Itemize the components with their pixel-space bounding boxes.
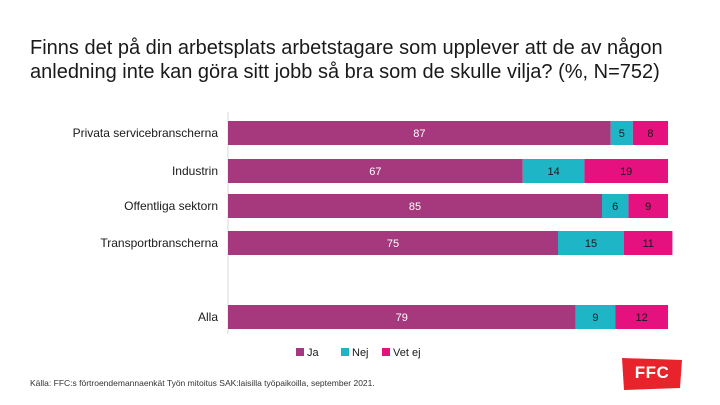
category-label-industrin: Industrin [172, 164, 218, 178]
source-note: Källa: FFC:s förtroendemannaenkät Työn m… [30, 378, 375, 388]
bar-transportbranscherna-vet-ej [624, 231, 673, 255]
data-label-offentliga-sektorn-vet-ej: 9 [645, 201, 651, 213]
legend-item-ja: Ja [296, 347, 320, 359]
category-label-privata-servicebranscherna: Privata servicebranscherna [73, 126, 219, 140]
data-label-privata-servicebranscherna-ja: 87 [413, 128, 425, 140]
data-label-industrin-ja: 67 [369, 166, 381, 178]
bar-offentliga-sektorn-vet-ej [628, 194, 668, 218]
data-label-alla-vet-ej: 12 [635, 312, 647, 324]
data-label-alla-nej: 9 [592, 312, 598, 324]
data-label-offentliga-sektorn-nej: 6 [612, 201, 618, 213]
bar-industrin-vet-ej [584, 159, 668, 183]
chart-title: Finns det på din arbetsplats arbetstagar… [30, 36, 690, 84]
bar-industrin-ja [228, 159, 523, 183]
data-label-alla-ja: 79 [396, 312, 408, 324]
bar-alla-ja [228, 305, 576, 329]
bar-privata-servicebranscherna-nej [610, 121, 633, 145]
legend-swatch-nej [341, 348, 349, 356]
category-label-transportbranscherna: Transportbranscherna [100, 236, 218, 250]
chart-title-line-2: anledning inte kan göra sitt jobb så bra… [30, 61, 660, 83]
data-label-industrin-nej: 14 [547, 166, 559, 178]
data-label-privata-servicebranscherna-vet-ej: 8 [647, 128, 653, 140]
category-label-offentliga-sektorn: Offentliga sektorn [124, 199, 218, 213]
ffc-logo-shape [622, 358, 682, 390]
ffc-logo-text: FFC [634, 363, 670, 382]
bar-transportbranscherna-ja [228, 231, 558, 255]
legend-label-nej: Nej [352, 347, 369, 359]
bar-transportbranscherna-nej [558, 231, 624, 255]
legend-swatch-ja [296, 348, 304, 356]
bar-offentliga-sektorn-nej [602, 194, 629, 218]
bar-alla-vet-ej [615, 305, 668, 329]
data-label-offentliga-sektorn-ja: 85 [409, 201, 421, 213]
bar-privata-servicebranscherna-ja [228, 121, 611, 145]
category-label-alla: Alla [198, 310, 218, 324]
data-label-privata-servicebranscherna-nej: 5 [619, 128, 625, 140]
legend-swatch-vet-ej [382, 348, 390, 356]
bar-offentliga-sektorn-ja [228, 194, 602, 218]
bar-privata-servicebranscherna-vet-ej [632, 121, 668, 145]
legend-item-vet-ej: Vet ej [382, 347, 421, 359]
ffc-logo: FFC [622, 358, 682, 395]
data-label-industrin-vet-ej: 19 [620, 166, 632, 178]
bar-industrin-nej [522, 159, 585, 183]
legend-label-ja: Ja [307, 347, 320, 359]
legend-item-nej: Nej [341, 347, 369, 359]
bar-alla-nej [575, 305, 616, 329]
data-label-transportbranscherna-nej: 15 [585, 238, 597, 250]
legend-label-vet-ej: Vet ej [393, 347, 421, 359]
data-label-transportbranscherna-ja: 75 [387, 238, 399, 250]
data-label-transportbranscherna-vet-ej: 11 [642, 238, 653, 250]
chart-title-line-1: Finns det på din arbetsplats arbetstagar… [30, 37, 663, 59]
